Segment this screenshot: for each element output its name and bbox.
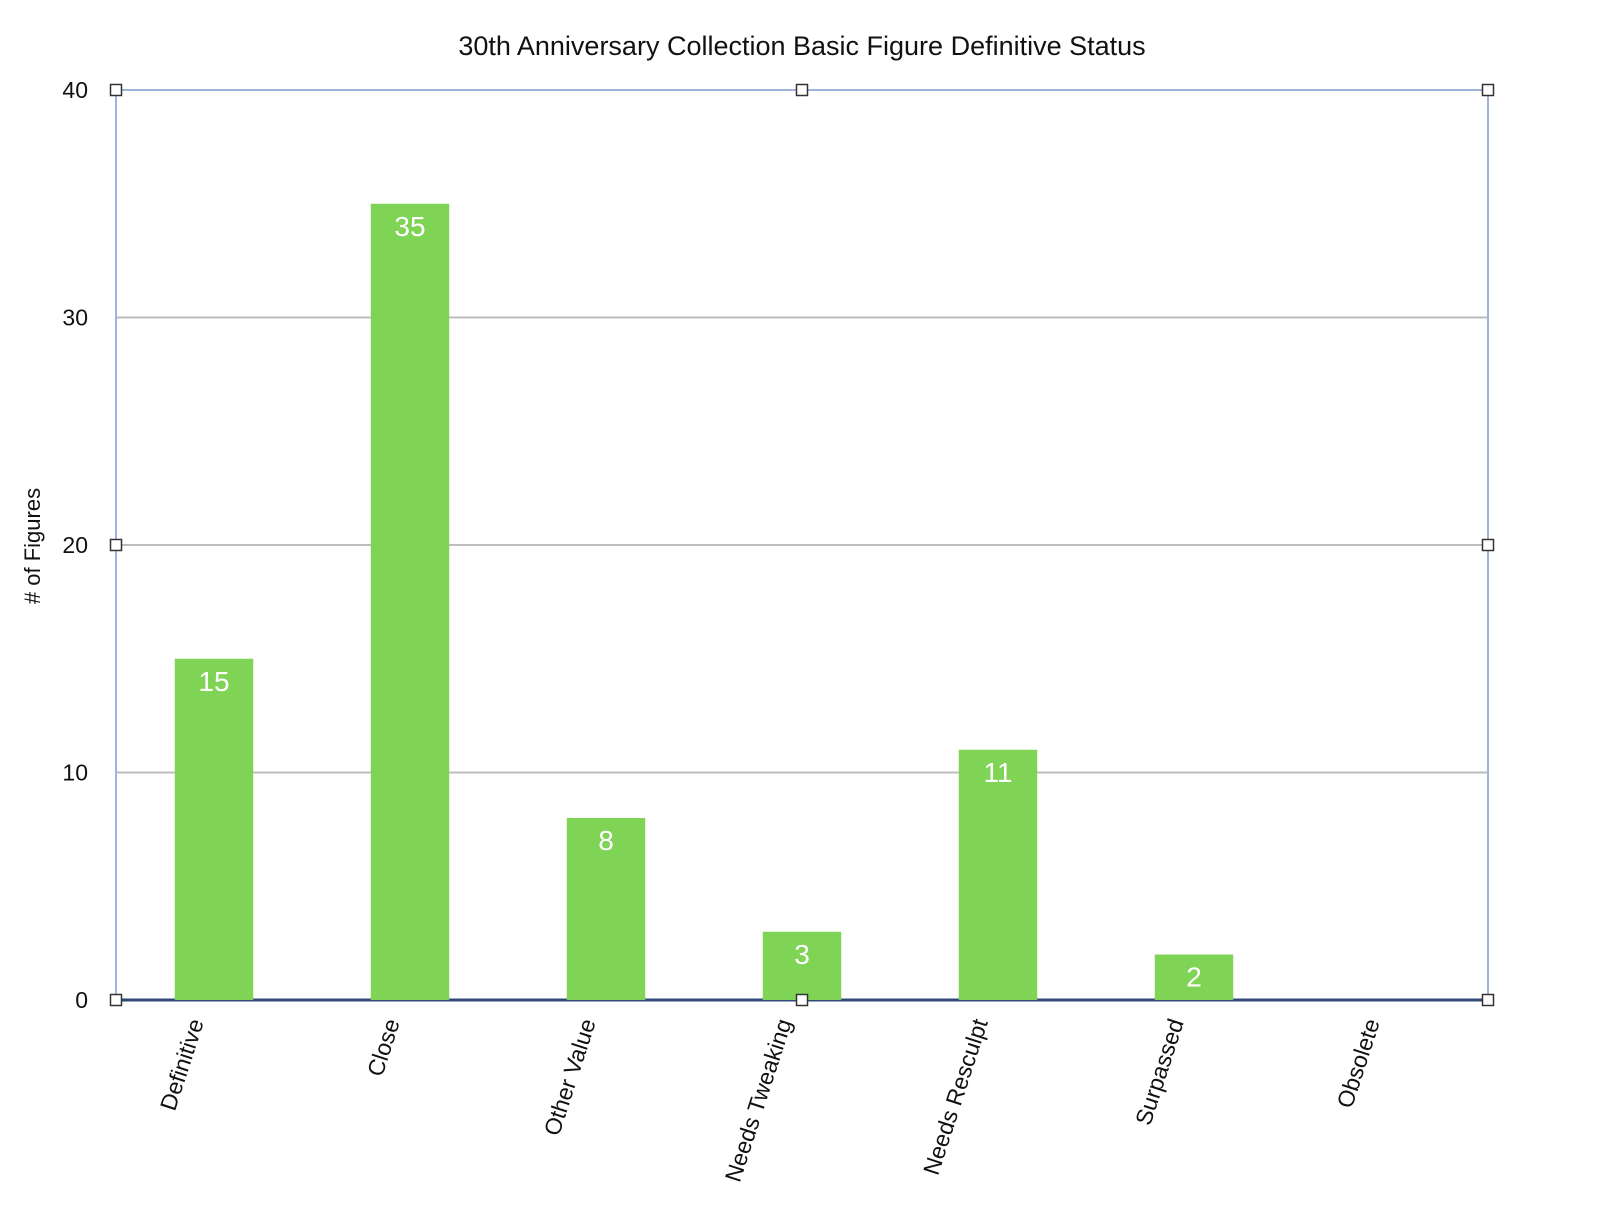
resize-handle[interactable] <box>1481 538 1495 552</box>
x-tick-label: Needs Resculpt <box>918 1015 993 1178</box>
y-axis-ticks: 0 10 20 30 40 <box>62 77 88 1013</box>
x-tick-label: Close <box>362 1016 405 1080</box>
bar-close <box>370 203 450 1000</box>
resize-handle[interactable] <box>109 538 123 552</box>
bar-other-value <box>566 818 646 1000</box>
selection-handles[interactable] <box>109 83 1495 1007</box>
chart-title: 30th Anniversary Collection Basic Figure… <box>458 31 1145 61</box>
x-axis-ticks: Definitive Close Other Value Needs Tweaking… <box>155 1015 1385 1185</box>
x-tick-label: Needs Tweaking <box>720 1016 797 1185</box>
gridlines <box>116 316 1488 774</box>
bar-surpassed <box>1154 954 1234 1000</box>
bar-value-label: 3 <box>794 939 810 970</box>
x-tick-label: Obsolete <box>1332 1016 1385 1112</box>
resize-handle[interactable] <box>795 993 809 1007</box>
resize-handle[interactable] <box>1481 993 1495 1007</box>
bar-value-label: 8 <box>598 825 614 856</box>
y-axis-label: # of Figures <box>20 488 45 604</box>
bar-value-label: 2 <box>1186 962 1202 993</box>
y-tick-label: 30 <box>62 305 88 331</box>
resize-handle[interactable] <box>1481 83 1495 97</box>
y-tick-label: 20 <box>62 532 88 558</box>
y-tick-label: 10 <box>62 760 88 786</box>
x-tick-label: Other Value <box>539 1016 601 1139</box>
y-tick-label: 40 <box>62 77 88 103</box>
bar-value-label: 35 <box>394 211 425 242</box>
bar-value-label: 11 <box>983 757 1012 788</box>
resize-handle[interactable] <box>795 83 809 97</box>
x-tick-label: Definitive <box>155 1016 209 1114</box>
x-tick-label: Surpassed <box>1130 1016 1189 1129</box>
resize-handle[interactable] <box>109 993 123 1007</box>
y-tick-label: 0 <box>75 987 88 1013</box>
resize-handle[interactable] <box>109 83 123 97</box>
bar-needs-tweaking <box>762 931 842 1000</box>
bar-definitive <box>174 658 254 1000</box>
bars: 15 35 8 3 11 2 <box>174 203 1234 1000</box>
bar-value-label: 15 <box>198 666 229 697</box>
bar-needs-resculpt <box>958 749 1038 1000</box>
